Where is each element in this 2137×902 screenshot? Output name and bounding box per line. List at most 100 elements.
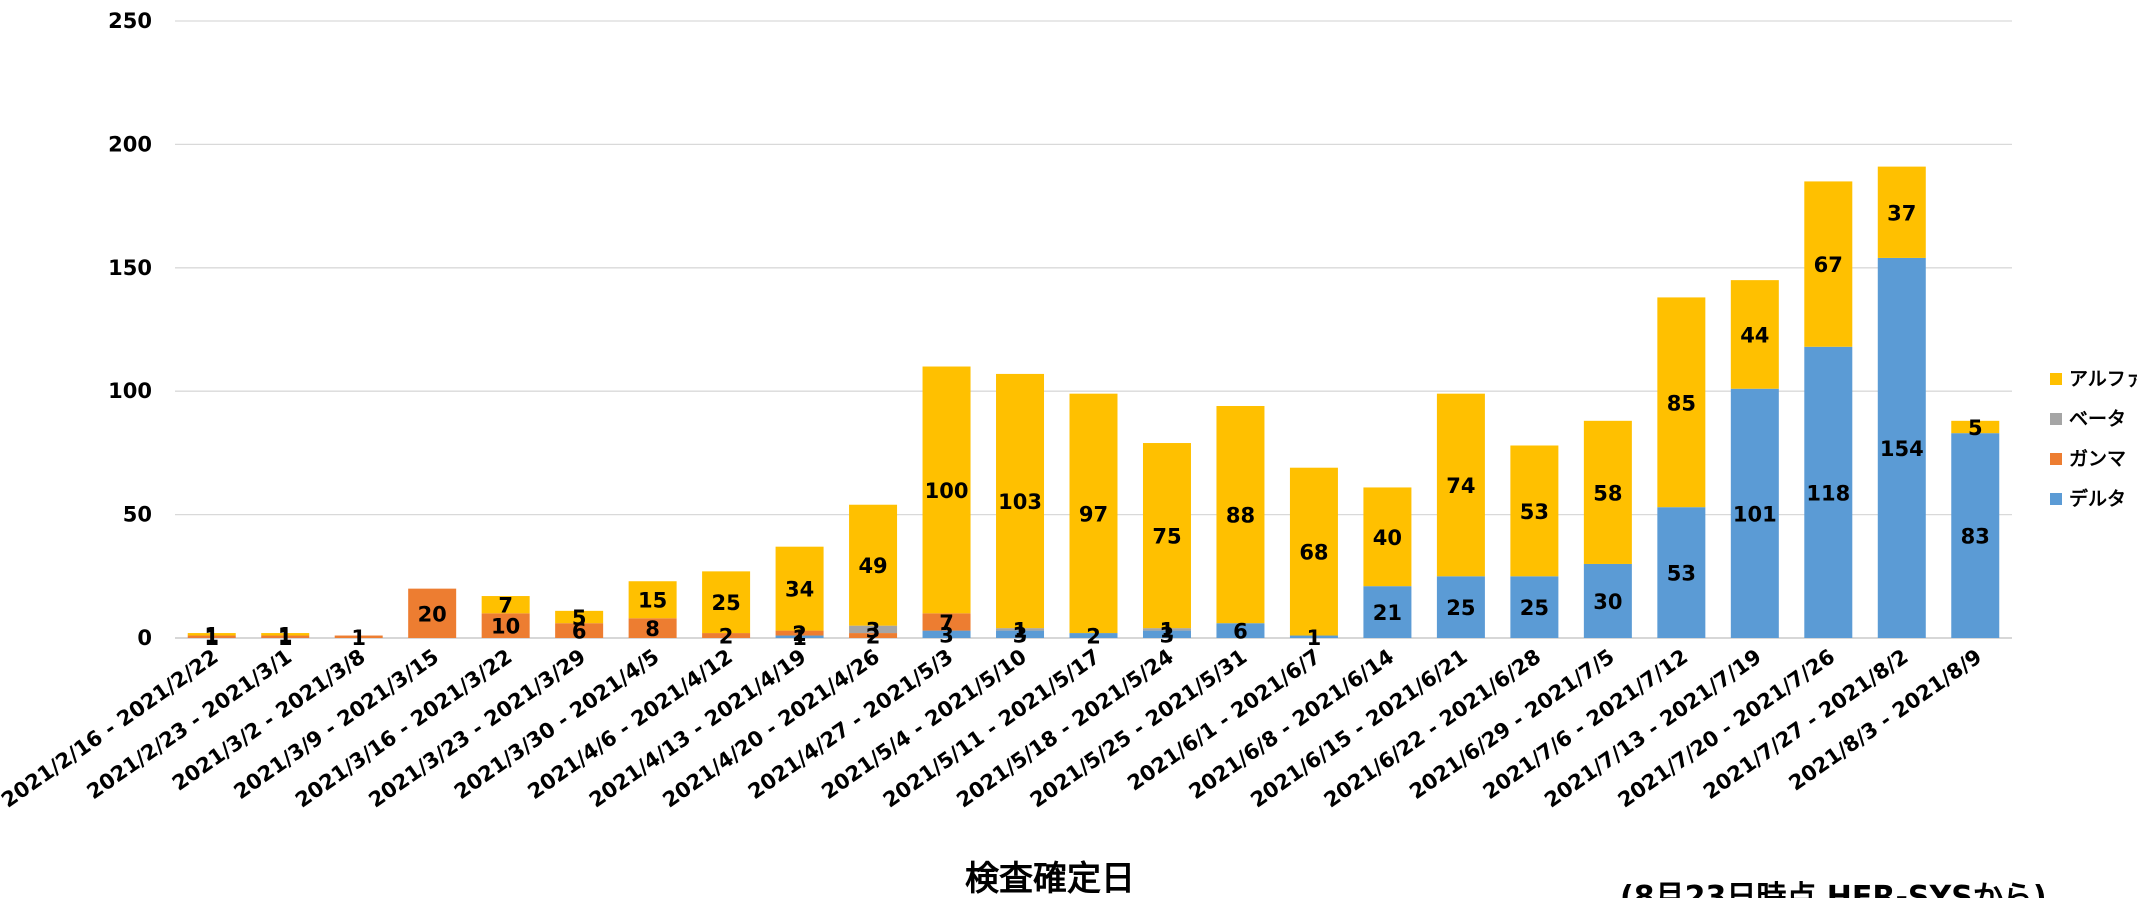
bar-segment <box>555 610 604 624</box>
data-label: 25 <box>711 591 740 615</box>
bar-segment <box>187 633 236 636</box>
data-label: 7 <box>498 594 513 618</box>
data-label: 34 <box>785 578 814 602</box>
data-label: 67 <box>1814 253 1843 277</box>
data-label: 25 <box>1520 596 1549 620</box>
source-note: (8月23日時点 HER-SYSから) <box>1620 880 2047 898</box>
data-label: 37 <box>1887 201 1916 225</box>
data-label: 154 <box>1880 437 1924 461</box>
data-label: 7 <box>939 611 954 635</box>
data-label: 40 <box>1373 526 1402 550</box>
data-label: 1 <box>204 623 219 647</box>
bar-segment <box>408 588 457 638</box>
data-label: 21 <box>1373 601 1402 625</box>
data-label: 10 <box>491 615 520 639</box>
data-label: 1 <box>792 626 807 650</box>
bar-segment <box>555 623 604 638</box>
data-label: 1 <box>278 623 293 647</box>
bar-segment <box>481 596 530 614</box>
bar-segment <box>922 366 971 614</box>
bar-segment <box>1510 576 1559 638</box>
bar-segment <box>775 546 824 631</box>
bar-segment <box>1730 388 1779 638</box>
bar-segment <box>1804 346 1853 638</box>
bar-segment <box>261 635 310 638</box>
data-label: 2 <box>719 625 734 649</box>
data-label: 100 <box>925 479 969 503</box>
legend-swatch <box>2050 493 2062 505</box>
bar-segment <box>1877 257 1926 638</box>
bar-segment <box>1510 445 1559 577</box>
bar-segment <box>261 633 310 636</box>
bar-segment <box>775 635 824 638</box>
data-label: 3 <box>1013 623 1028 647</box>
data-label: 8 <box>645 617 660 641</box>
bar-segment <box>1877 166 1926 258</box>
bar-segment <box>1583 420 1632 564</box>
bar-segment <box>481 613 530 638</box>
bar-segment <box>1951 433 2000 638</box>
bar-segment <box>187 635 236 638</box>
y-tick-label: 200 <box>108 132 152 156</box>
data-label: 2 <box>866 625 881 649</box>
data-label: 6 <box>572 620 587 644</box>
data-label: 118 <box>1806 481 1850 505</box>
bars <box>187 166 2000 638</box>
bar-segment <box>1142 443 1191 629</box>
data-label: 5 <box>1968 416 1983 440</box>
data-label: 2 <box>792 622 807 646</box>
bar-segment <box>1289 635 1338 638</box>
legend-label: アルファ <box>2069 368 2137 390</box>
bar-segment <box>996 630 1045 638</box>
data-label: 15 <box>638 589 667 613</box>
data-label: 58 <box>1593 481 1622 505</box>
legend-label: ガンマ <box>2069 448 2126 470</box>
data-label: 1 <box>1013 618 1028 642</box>
bar-segment <box>1363 586 1412 638</box>
bar-segment <box>1583 563 1632 638</box>
bar-segment <box>922 630 971 638</box>
bar-segment <box>1657 297 1706 508</box>
data-label: 75 <box>1152 525 1181 549</box>
bar-segment <box>1657 507 1706 638</box>
data-label: 53 <box>1667 562 1696 586</box>
data-label: 1 <box>1160 618 1175 642</box>
bar-segment <box>1142 630 1191 638</box>
data-label: 88 <box>1226 504 1255 528</box>
y-tick-label: 100 <box>108 379 152 403</box>
bar-segment <box>1216 623 1265 638</box>
legend-label: ベータ <box>2069 408 2126 430</box>
legend-swatch <box>2050 453 2062 465</box>
bar-segment <box>1436 393 1485 577</box>
data-label: 49 <box>858 554 887 578</box>
data-label: 3 <box>866 618 881 642</box>
data-label: 1 <box>278 626 293 650</box>
data-label: 6 <box>1233 620 1248 644</box>
y-axis-ticks: 0 50 100 150 200 250 <box>108 9 152 650</box>
data-label: 30 <box>1593 590 1622 614</box>
bar-segment <box>849 625 898 634</box>
bar-segment <box>1951 420 2000 434</box>
bar-segment <box>1289 467 1338 636</box>
y-tick-label: 0 <box>137 626 152 650</box>
bar-segment <box>996 373 1045 629</box>
data-label: 53 <box>1520 500 1549 524</box>
bar-segment <box>1142 628 1191 631</box>
bar-segment <box>996 628 1045 631</box>
data-label: 25 <box>1446 596 1475 620</box>
bar-segment <box>922 613 971 631</box>
data-label: 1 <box>351 626 366 650</box>
data-label: 68 <box>1299 541 1328 565</box>
data-label: 5 <box>572 606 587 630</box>
gridlines <box>175 20 2012 639</box>
y-tick-label: 50 <box>123 503 152 527</box>
data-label: 85 <box>1667 391 1696 415</box>
legend-swatch <box>2050 373 2062 385</box>
bar-segment <box>1069 393 1118 634</box>
data-label: 1 <box>1307 626 1322 650</box>
